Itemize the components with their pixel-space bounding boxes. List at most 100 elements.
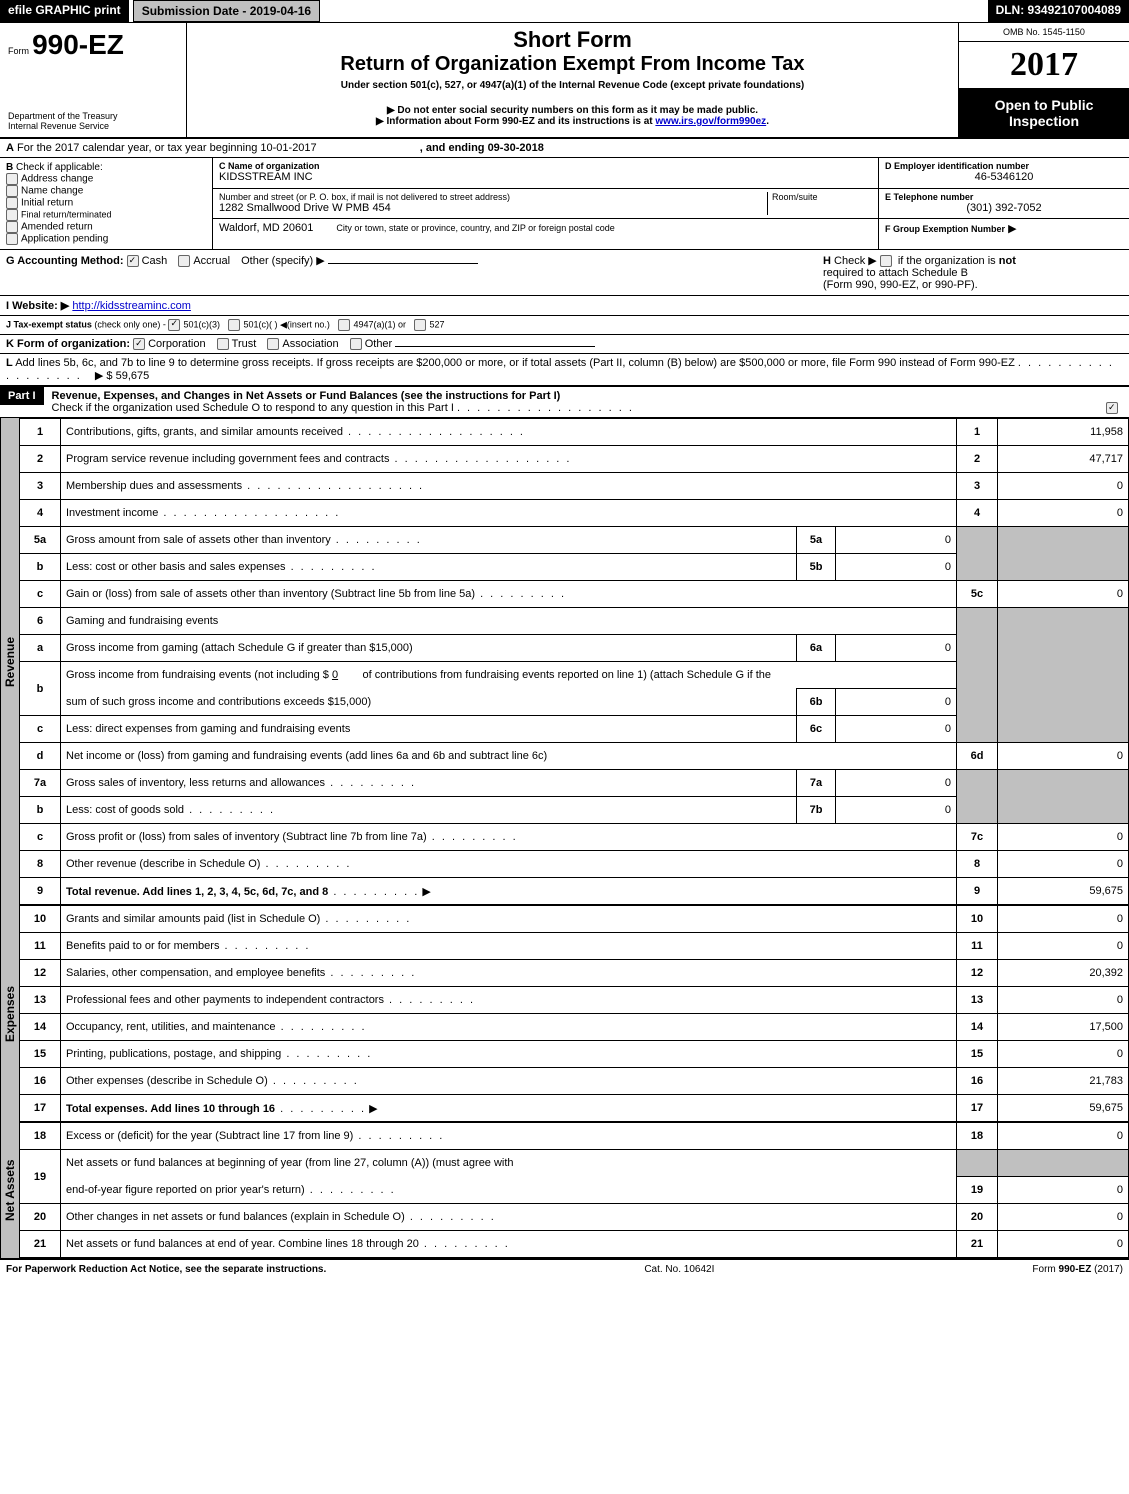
line-5c: c Gain or (loss) from sale of assets oth… xyxy=(20,581,1129,608)
cb-association[interactable] xyxy=(267,338,279,350)
part-1-title: Revenue, Expenses, and Changes in Net As… xyxy=(52,390,561,402)
omb-number: OMB No. 1545-1150 xyxy=(959,23,1129,42)
line-12-rnum: 12 xyxy=(957,960,998,987)
line-11: 11 Benefits paid to or for members 11 0 xyxy=(20,933,1129,960)
line-7a-mid: 7a xyxy=(797,770,836,797)
footer-center: Cat. No. 10642I xyxy=(644,1264,714,1275)
line-6d-num: d xyxy=(20,743,61,770)
line-9-amt: 59,675 xyxy=(998,878,1129,905)
cb-amended-return[interactable] xyxy=(6,221,18,233)
cb-name-change[interactable] xyxy=(6,185,18,197)
row-city: Waldorf, MD 20601 City or town, state or… xyxy=(213,219,878,249)
line-6b-desc3: sum of such gross income and contributio… xyxy=(66,696,371,708)
line-6d: d Net income or (loss) from gaming and f… xyxy=(20,743,1129,770)
line-7a-midamt: 0 xyxy=(836,770,957,797)
line-6a-num: a xyxy=(20,635,61,662)
cb-accrual[interactable] xyxy=(178,255,190,267)
cb-application-pending-label: Application pending xyxy=(21,234,108,245)
line-17-dots xyxy=(275,1103,366,1115)
line-12: 12 Salaries, other compensation, and emp… xyxy=(20,960,1129,987)
footer-right-prefix: Form xyxy=(1032,1264,1058,1275)
cb-4947[interactable] xyxy=(338,319,350,331)
tax-year: 2017 xyxy=(1010,46,1078,83)
line-5b-mid: 5b xyxy=(797,554,836,581)
line-6d-rnum: 6d xyxy=(957,743,998,770)
cb-name-change-label: Name change xyxy=(21,186,83,197)
top-bar-left: efile GRAPHIC print Submission Date - 20… xyxy=(0,0,320,22)
e-value: (301) 392-7052 xyxy=(885,202,1123,214)
line-5c-rnum: 5c xyxy=(957,581,998,608)
dln-label: DLN: 93492107004089 xyxy=(988,0,1129,22)
h-label: H xyxy=(823,255,831,267)
line-7a: 7a Gross sales of inventory, less return… xyxy=(20,770,1129,797)
line-1: 1 Contributions, gifts, grants, and simi… xyxy=(20,419,1129,446)
cb-initial-return[interactable] xyxy=(6,197,18,209)
line-20-num: 20 xyxy=(20,1204,61,1231)
line-10-num: 10 xyxy=(20,906,61,933)
part-1-label: Part I xyxy=(0,387,44,405)
line-2-amt: 47,717 xyxy=(998,446,1129,473)
revenue-section: Revenue 1 Contributions, gifts, grants, … xyxy=(0,418,1129,905)
line-6-desc: Gaming and fundraising events xyxy=(66,615,218,627)
cb-cash-label: Cash xyxy=(142,255,168,267)
line-14-num: 14 xyxy=(20,1014,61,1041)
line-17-desc: Total expenses. Add lines 10 through 16 xyxy=(66,1103,275,1115)
cb-corporation[interactable] xyxy=(133,338,145,350)
cb-cash[interactable] xyxy=(127,255,139,267)
line-7b-num: b xyxy=(20,797,61,824)
line-6a-mid: 6a xyxy=(797,635,836,662)
line-5c-desc: Gain or (loss) from sale of assets other… xyxy=(66,588,475,600)
label-a: A xyxy=(6,142,14,154)
line-4-desc: Investment income xyxy=(66,507,340,519)
b-right-block: D Employer identification number 46-5346… xyxy=(878,158,1129,249)
h-check-text: Check ▶ xyxy=(834,255,877,267)
line-21-num: 21 xyxy=(20,1231,61,1258)
c-label: C Name of organization xyxy=(219,161,872,171)
cb-address-change[interactable] xyxy=(6,173,18,185)
line-11-desc: Benefits paid to or for members xyxy=(66,940,219,952)
header-right: OMB No. 1545-1150 2017 Open to Public In… xyxy=(958,23,1129,137)
line-4-amt: 0 xyxy=(998,500,1129,527)
j-label: J Tax-exempt status xyxy=(6,319,92,329)
line-19-1: 19 Net assets or fund balances at beginn… xyxy=(20,1150,1129,1177)
street-value: 1282 Smallwood Drive W PMB 454 xyxy=(219,202,767,214)
line-5b-desc: Less: cost or other basis and sales expe… xyxy=(66,561,377,573)
cb-other-org[interactable] xyxy=(350,338,362,350)
cb-h-not-required[interactable] xyxy=(880,255,892,267)
line-11-num: 11 xyxy=(20,933,61,960)
line-19-rnum: 19 xyxy=(957,1177,998,1204)
form-instructions-link[interactable]: www.irs.gov/form990ez xyxy=(655,116,766,127)
line-9-num: 9 xyxy=(20,878,61,905)
line-6b-desc1v: 0 xyxy=(332,669,338,681)
line-10-amt: 0 xyxy=(998,906,1129,933)
note2-suffix: . xyxy=(766,116,769,127)
line-3-amt: 0 xyxy=(998,473,1129,500)
line-17-rnum: 17 xyxy=(957,1095,998,1122)
cb-application-pending[interactable] xyxy=(6,233,18,245)
line-6b-mid: 6b xyxy=(797,689,836,716)
line-21: 21 Net assets or fund balances at end of… xyxy=(20,1231,1129,1258)
cb-501c3[interactable] xyxy=(168,319,180,331)
row-d-ein: D Employer identification number 46-5346… xyxy=(879,158,1129,189)
cb-association-label: Association xyxy=(282,338,338,350)
line-5a-mid: 5a xyxy=(797,527,836,554)
g-other-input[interactable] xyxy=(328,263,478,264)
header-note-2: ▶ Information about Form 990-EZ and its … xyxy=(197,116,948,127)
cb-address-change-label: Address change xyxy=(21,174,93,185)
k-other-input[interactable] xyxy=(395,346,595,347)
shade-7-amt xyxy=(998,770,1129,824)
line-18-num: 18 xyxy=(20,1123,61,1150)
cb-trust[interactable] xyxy=(217,338,229,350)
line-19-desc: Net assets or fund balances at beginning… xyxy=(66,1157,514,1169)
line-12-dots xyxy=(325,967,416,979)
line-14-desc: Occupancy, rent, utilities, and maintena… xyxy=(66,1021,276,1033)
f-label: F Group Exemption Number xyxy=(885,224,1005,234)
shade-6 xyxy=(957,608,998,743)
cb-final-return[interactable] xyxy=(6,209,18,221)
line-21-desc: Net assets or fund balances at end of ye… xyxy=(66,1238,419,1250)
cb-501c[interactable] xyxy=(228,319,240,331)
website-link[interactable]: http://kidsstreaminc.com xyxy=(72,300,191,312)
cb-527[interactable] xyxy=(414,319,426,331)
cb-501c-label: 501(c)( ) ◀(insert no.) xyxy=(243,319,329,329)
cb-schedule-o[interactable] xyxy=(1106,402,1118,414)
